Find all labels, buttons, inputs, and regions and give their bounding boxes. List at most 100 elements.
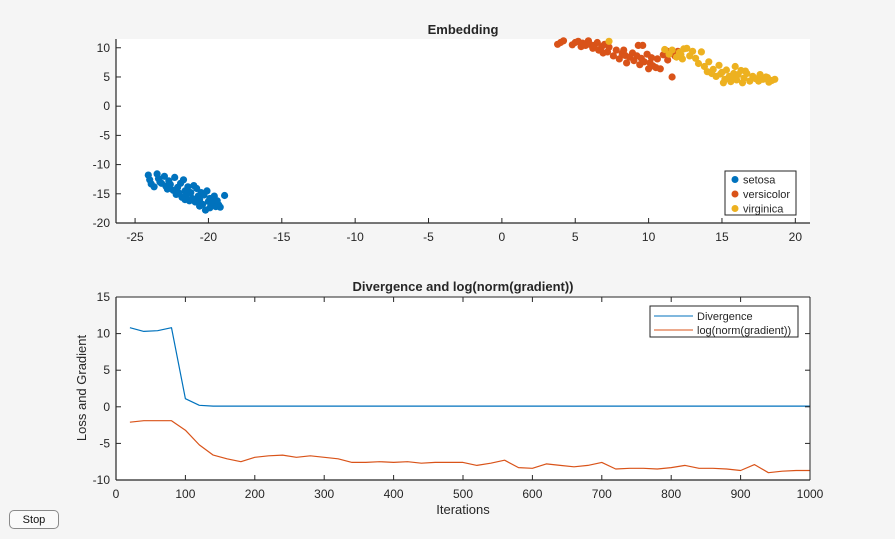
point-setosa [163, 185, 171, 193]
point-virginica [677, 51, 685, 59]
embedding-axis-lines [115, 39, 810, 224]
embedding-y-tick-label: -5 [99, 128, 110, 142]
point-setosa [172, 190, 180, 198]
point-virginica [692, 54, 700, 62]
point-setosa [187, 189, 195, 197]
point-virginica [716, 70, 725, 78]
embedding-x-tick-label: 10 [642, 230, 656, 244]
point-versicolor [664, 56, 672, 64]
divergence-x-tick-label: 400 [384, 487, 404, 501]
divergence-x-tick-label: 100 [175, 487, 195, 501]
point-virginica [683, 44, 691, 52]
divergence-x-tick-label: 200 [245, 487, 265, 501]
point-versicolor [647, 54, 656, 62]
point-setosa [171, 173, 179, 181]
divergence-y-tick-label: 10 [97, 327, 111, 341]
divergence-y-tick-label: -5 [99, 436, 110, 450]
point-versicolor [668, 73, 676, 81]
embedding-points [144, 37, 779, 214]
point-setosa [216, 203, 224, 211]
line-log-norm-gradient [129, 420, 810, 474]
divergence-legend-box [649, 305, 799, 338]
point-virginica [755, 77, 763, 85]
embedding-y-tick-label: -20 [93, 216, 111, 230]
embedding-x-tick-label: -25 [126, 230, 144, 244]
divergence-axes: Divergence and log(norm(gradient)) 0 100 2… [74, 279, 824, 517]
point-versicolor [620, 46, 628, 54]
divergence-x-tick-label: 900 [731, 487, 751, 501]
point-virginica [763, 74, 772, 82]
embedding-y-tick-label: -10 [93, 158, 111, 172]
point-virginica [709, 65, 717, 73]
point-virginica [661, 45, 669, 54]
point-versicolor [605, 43, 613, 51]
legend-label-gradient: log(norm(gradient)) [697, 325, 791, 337]
point-virginica [738, 79, 747, 87]
embedding-plot-area [116, 39, 810, 223]
y-axis-label: Loss and Gradient [74, 334, 89, 441]
embedding-x-tick-label: -15 [273, 230, 291, 244]
point-versicolor [609, 52, 618, 60]
divergence-lines [129, 327, 810, 474]
divergence-x-tick-label: 0 [113, 487, 120, 501]
point-virginica [697, 48, 706, 56]
point-versicolor [640, 58, 648, 66]
divergence-y-tick-label: 0 [103, 400, 110, 414]
embedding-y-tick-label: -15 [93, 187, 111, 201]
point-virginica [689, 47, 697, 55]
point-setosa [221, 191, 229, 200]
point-setosa [156, 178, 164, 186]
point-setosa [184, 183, 192, 191]
point-virginica [705, 58, 713, 66]
embedding-y-tick-label: 10 [97, 41, 111, 55]
x-axis-label: Iterations [436, 502, 490, 517]
point-setosa [150, 183, 158, 191]
divergence-x-tick-label: 300 [314, 487, 334, 501]
legend-label-virginica: virginica [743, 204, 784, 216]
line-divergence [129, 327, 810, 407]
point-virginica [731, 62, 739, 71]
embedding-x-tick-label: -20 [200, 230, 218, 244]
divergence-y-tick-label: 15 [97, 290, 111, 304]
divergence-title: Divergence and log(norm(gradient)) [352, 279, 573, 294]
legend-marker-setosa [731, 176, 739, 183]
embedding-legend: setosa versicolor virginica [724, 170, 797, 216]
divergence-x-tick-label: 1000 [797, 487, 824, 501]
stop-button[interactable]: Stop [9, 510, 59, 529]
point-versicolor [612, 46, 620, 54]
point-virginica [728, 74, 736, 82]
divergence-y-ticks: -10 -5 0 5 10 15 [93, 290, 810, 487]
embedding-y-tick-label: 0 [103, 99, 110, 113]
point-versicolor [623, 59, 631, 67]
point-versicolor [559, 37, 568, 45]
point-versicolor [656, 65, 664, 73]
embedding-y-tick-label: 5 [103, 70, 110, 84]
embedding-x-tick-label: -10 [346, 230, 364, 244]
point-setosa [181, 196, 189, 204]
series-virginica [605, 37, 779, 87]
legend-label-setosa: setosa [743, 175, 776, 187]
point-versicolor [653, 55, 662, 63]
point-versicolor [615, 55, 623, 63]
point-versicolor [599, 49, 607, 57]
divergence-x-tick-label: 700 [592, 487, 612, 501]
point-virginica [719, 79, 728, 87]
divergence-y-tick-label: 5 [103, 363, 110, 377]
embedding-x-ticks: -25 -20 -15 -10 -5 0 5 10 15 20 [126, 218, 802, 244]
embedding-x-tick-label: 0 [499, 230, 506, 244]
point-setosa [206, 204, 214, 212]
point-virginica [703, 68, 711, 76]
point-virginica [722, 66, 731, 74]
point-setosa [203, 187, 211, 195]
legend-label-divergence: Divergence [697, 311, 753, 323]
embedding-x-tick-label: 20 [789, 230, 803, 244]
embedding-title: Embedding [428, 22, 499, 37]
embedding-y-ticks: -20 -15 -10 -5 0 5 10 [93, 41, 121, 230]
point-virginica [668, 46, 676, 54]
series-versicolor [554, 37, 682, 81]
embedding-axes: Embedding -25 -20 -15 -10 -5 0 5 10 15 20 -20-15-… [93, 22, 810, 244]
point-setosa [179, 176, 188, 184]
embedding-x-tick-label: 15 [715, 230, 729, 244]
embedding-x-tick-label: 5 [572, 230, 579, 244]
